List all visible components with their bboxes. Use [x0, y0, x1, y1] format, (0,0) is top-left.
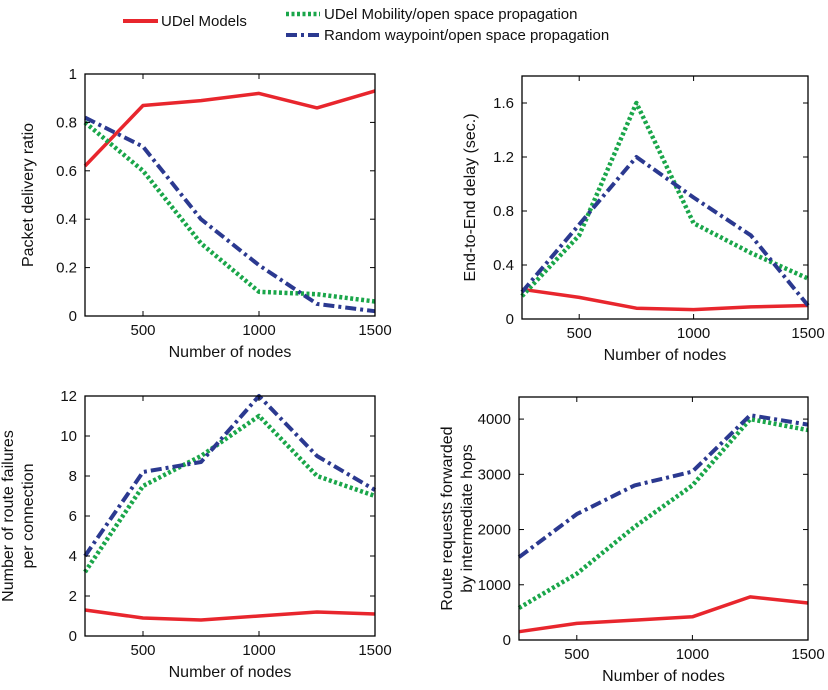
x-tick-label: 1000 — [677, 325, 710, 342]
y-tick-label: 1.6 — [493, 95, 514, 112]
y-tick-label: 8 — [69, 468, 77, 485]
series-line-failures-3 — [83, 394, 377, 558]
panel-failures: 0 2 4 6 8 10 12 500 1000 1500 Number of nodes Numbe… — [0, 388, 392, 681]
y-axis-label: Number of route failures — [0, 430, 17, 602]
x-axis-label: Number of nodes — [169, 344, 292, 361]
y-tick-label: 1.2 — [493, 149, 514, 166]
series-line-requests-3 — [517, 413, 809, 559]
y-tick-label: 0.8 — [493, 203, 514, 220]
x-tick-label: 1000 — [242, 322, 275, 339]
x-axis-label: Number of nodes — [169, 664, 292, 681]
panel-requests: 0 1000 2000 3000 4000 500 1000 1500 Number of no… — [439, 396, 825, 685]
y-tick-label: 2 — [69, 588, 77, 605]
x-tick-label: 1500 — [358, 322, 391, 339]
series-line-delivery-2 — [83, 120, 376, 304]
y-axis-label: by intermediate hops — [459, 444, 476, 593]
y-tick-label: 12 — [60, 388, 77, 405]
y-tick-label: 0.4 — [56, 211, 77, 228]
y-tick-label: 4 — [69, 548, 77, 565]
series-line-delivery-3 — [84, 115, 376, 314]
series-line-requests-2 — [517, 416, 809, 610]
x-tick-label: 1500 — [791, 325, 824, 342]
y-tick-label: 1 — [69, 66, 77, 83]
series-line-delivery-1 — [83, 89, 376, 168]
series-line-failures-2 — [83, 413, 376, 574]
x-tick-label: 1500 — [358, 642, 391, 659]
legend: UDel Models UDel Mobility/open space pro… — [123, 6, 609, 44]
x-tick-label: 500 — [130, 642, 155, 659]
y-tick-label: 0 — [506, 311, 514, 328]
series-line-delay-2 — [520, 100, 809, 298]
x-tick-label: 1000 — [676, 646, 709, 663]
x-tick-label: 500 — [564, 646, 589, 663]
plot-frame — [521, 75, 809, 320]
series-line-delay-1 — [521, 287, 809, 312]
legend-label-udel-mobility: UDel Mobility/open space propagation — [324, 6, 577, 23]
series-line-delay-3 — [520, 155, 810, 307]
y-tick-label: 0.4 — [493, 257, 514, 274]
y-tick-label: 0.2 — [56, 260, 77, 277]
x-tick-label: 500 — [130, 322, 155, 339]
series-line-failures-1 — [84, 608, 376, 622]
y-tick-label: 10 — [60, 428, 77, 445]
y-tick-label: 2000 — [478, 522, 511, 539]
y-axis-label: Packet delivery ratio — [20, 123, 37, 267]
y-tick-label: 0.8 — [56, 114, 77, 131]
panel-delay: 0 0.4 0.8 1.2 1.6 500 1000 1500 Number of nodes E… — [462, 75, 825, 364]
y-tick-label: 6 — [69, 508, 77, 525]
x-tick-label: 500 — [567, 325, 592, 342]
plot-frame — [518, 396, 809, 641]
y-axis-label: per connection — [20, 464, 37, 569]
y-tick-label: 0 — [503, 632, 511, 649]
x-tick-label: 1000 — [242, 642, 275, 659]
y-axis-label: Route requests forwarded — [439, 426, 456, 610]
y-tick-label: 3000 — [478, 466, 511, 483]
y-tick-label: 0 — [69, 308, 77, 325]
series-line-requests-1 — [518, 595, 809, 634]
y-tick-label: 1000 — [478, 577, 511, 594]
x-axis-label: Number of nodes — [604, 347, 727, 364]
y-axis-label: End-to-End delay (sec.) — [462, 113, 479, 281]
legend-label-udel-models: UDel Models — [161, 13, 247, 30]
y-tick-label: 4000 — [478, 411, 511, 428]
legend-label-random-waypoint: Random waypoint/open space propagation — [324, 27, 609, 44]
x-axis-label: Number of nodes — [602, 668, 725, 685]
x-tick-label: 1500 — [791, 646, 824, 663]
plot-frame — [84, 73, 376, 317]
y-tick-label: 0.6 — [56, 163, 77, 180]
y-tick-label: 0 — [69, 628, 77, 645]
